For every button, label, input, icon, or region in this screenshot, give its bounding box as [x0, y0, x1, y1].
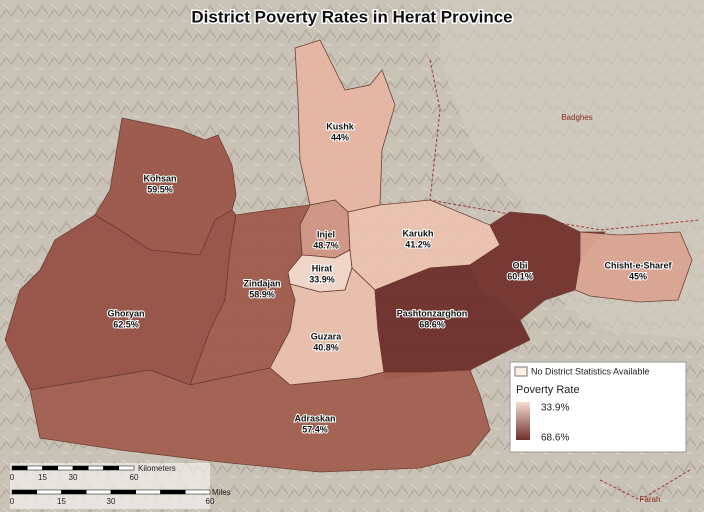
- district-name: Chisht-e-Sharef: [604, 260, 672, 270]
- scale-segment: [57, 465, 74, 471]
- scale-bar-bg: [10, 463, 210, 509]
- legend-low: 33.9%: [541, 403, 569, 414]
- district-rate: 44%: [331, 132, 349, 142]
- legend-high: 68.6%: [541, 433, 569, 444]
- scale-tick-label: 60: [206, 497, 215, 506]
- scale-segment: [72, 465, 89, 471]
- district-name: Guzara: [311, 331, 343, 341]
- district-rate: 59.5%: [147, 184, 173, 194]
- legend-box: [509, 361, 687, 453]
- district-name: Pashtonzarghon: [397, 308, 468, 318]
- legend-no-data: No District Statistics Available: [531, 366, 649, 376]
- map-title: District Poverty Rates in Herat Province: [191, 7, 512, 26]
- legend-title: Poverty Rate: [516, 384, 580, 396]
- scale-unit: Miles: [212, 488, 231, 497]
- district-rate: 41.2%: [405, 239, 431, 249]
- scale-segment: [135, 489, 161, 495]
- scale-tick-label: 15: [57, 497, 66, 506]
- scale-tick-label: 30: [107, 497, 116, 506]
- district-area: [294, 39, 396, 213]
- district-area: [29, 367, 491, 473]
- scale-bar-km: 0 15 30 60: [10, 465, 139, 482]
- district-name: Ghoryan: [107, 308, 144, 318]
- scale-unit: Kilometers: [138, 464, 176, 473]
- scale-segment: [160, 489, 186, 495]
- district-name: Hirat: [312, 263, 333, 273]
- scale-bar: 0 15 30 60 0 15 30 60 Kilometers Miles: [10, 463, 231, 509]
- district-name: Kushk: [326, 121, 355, 131]
- scale-tick-label: 15: [38, 473, 47, 482]
- legend: No District Statistics Available Poverty…: [509, 361, 687, 453]
- scale-segment: [86, 489, 112, 495]
- district-rate: 45%: [629, 271, 647, 281]
- scale-segment: [36, 489, 62, 495]
- district-name: Zindajan: [243, 278, 280, 288]
- scale-segment: [88, 465, 104, 471]
- district-rate: 57.4%: [302, 424, 328, 434]
- scale-segment: [11, 465, 28, 471]
- districts: Kushk44%Kohsan59.5%Ghoryan62.5%Zindajan5…: [4, 39, 693, 473]
- district-rate: 40.8%: [313, 342, 339, 352]
- district-rate: 62.5%: [113, 319, 139, 329]
- scale-segment: [110, 489, 136, 495]
- scale-segment: [27, 465, 43, 471]
- scale-segment: [11, 489, 37, 495]
- district-name: Kohsan: [143, 173, 176, 183]
- district-area: [574, 231, 693, 303]
- scale-segment: [42, 465, 58, 471]
- region-label: Badghes: [561, 113, 593, 122]
- scale-tick-label: 0: [10, 473, 15, 482]
- region-label: Farah: [640, 495, 661, 504]
- legend-swatch: [514, 366, 528, 377]
- district-name: Karukh: [402, 228, 433, 238]
- legend-ramp: [516, 402, 530, 440]
- district-rate: 68.6%: [419, 319, 445, 329]
- district-name: Injel: [317, 229, 335, 239]
- scale-segment: [61, 489, 87, 495]
- scale-bar-mi: 0 15 30 60: [10, 489, 215, 506]
- scale-tick-label: 0: [10, 497, 15, 506]
- district-rate: 58.9%: [249, 289, 275, 299]
- district-name: Adraskan: [294, 413, 335, 423]
- scale-tick-label: 30: [69, 473, 78, 482]
- district-name: Obi: [513, 260, 528, 270]
- scale-tick-label: 60: [130, 473, 139, 482]
- district-rate: 48.7%: [313, 240, 339, 250]
- district-rate: 33.9%: [309, 274, 335, 284]
- scale-segment: [185, 489, 211, 495]
- scale-segment: [103, 465, 119, 471]
- scale-segment: [118, 465, 135, 471]
- district-rate: 60.1%: [507, 271, 533, 281]
